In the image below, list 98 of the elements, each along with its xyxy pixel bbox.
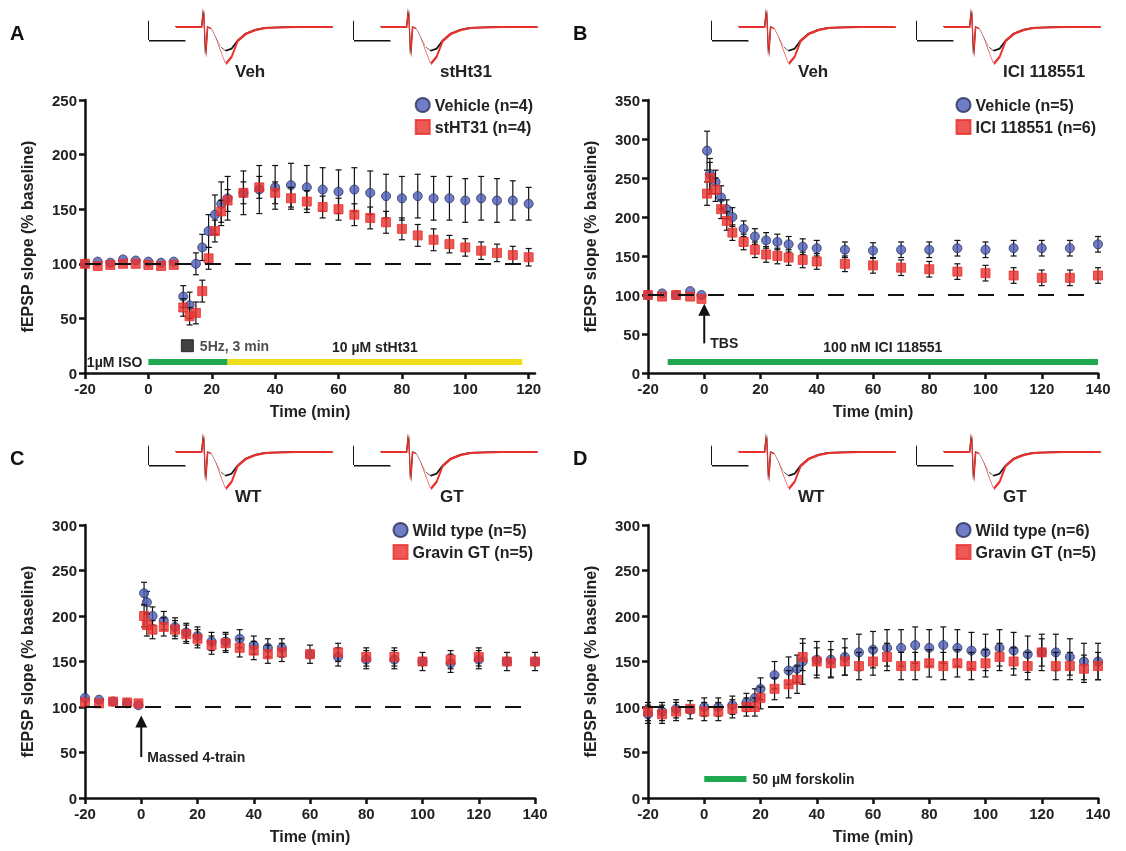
- y-tick-label: 200: [614, 208, 640, 226]
- legend-label: Vehicle (n=4): [434, 96, 533, 114]
- x-tick-label: 20: [203, 380, 221, 397]
- series-label: 10 µM stHt31: [332, 338, 419, 355]
- text: Veh: [235, 62, 266, 82]
- text: ICI 118551: [1003, 62, 1086, 82]
- x-tick-label: 0: [700, 380, 709, 397]
- x-tick-label: 20: [752, 805, 769, 822]
- y-tick-label: 50: [623, 744, 640, 761]
- series-label: 100 nM ICI 118551: [823, 338, 943, 355]
- series-label: 5Hz, 3 min: [199, 337, 270, 354]
- y-axis-title: fEPSP slope (% baseline): [581, 140, 599, 333]
- x-tick-label: 40: [808, 380, 826, 397]
- x-tick-label: 100: [452, 380, 478, 397]
- x-tick-label: 40: [266, 380, 284, 397]
- x-tick-label: 100: [972, 380, 999, 397]
- y-tick-label: 300: [51, 516, 77, 534]
- x-tick-label: 0: [700, 805, 709, 822]
- series-label: 50 µM forskolin: [752, 770, 855, 787]
- legend-label: stHT31 (n=4): [434, 118, 532, 136]
- x-tick-label: 40: [808, 805, 826, 822]
- legend-label: Gravin GT (n=5): [412, 543, 533, 561]
- x-tick-label: 0: [137, 805, 146, 822]
- x-axis-title: Time (min): [832, 827, 914, 845]
- x-tick-label: -20: [637, 380, 659, 397]
- y-axis-title: fEPSP slope (% baseline): [581, 565, 599, 758]
- y-tick-label: 150: [614, 247, 640, 265]
- y-tick-label: 250: [51, 91, 77, 109]
- legend-label: Vehicle (n=5): [975, 96, 1074, 114]
- y-tick-label: 0: [68, 789, 77, 807]
- x-tick-label: -20: [74, 380, 96, 397]
- chart-title: B: [573, 22, 588, 45]
- y-tick-label: 0: [68, 364, 77, 382]
- x-tick-label: 80: [920, 805, 938, 822]
- legend-label: ICI 118551 (n=6): [975, 118, 1096, 136]
- y-tick-label: 250: [614, 562, 640, 579]
- text: stHt31: [440, 62, 492, 82]
- text: Veh: [798, 62, 829, 82]
- chart-title: A: [10, 22, 25, 45]
- x-tick-label: 140: [1085, 805, 1111, 822]
- y-tick-label: 100: [51, 698, 77, 716]
- x-tick-label: 0: [144, 380, 153, 397]
- legend-label: Wild type (n=5): [412, 521, 527, 539]
- y-tick-label: 0: [631, 364, 640, 382]
- x-tick-label: -20: [637, 805, 659, 822]
- y-tick-label: 50: [60, 744, 77, 761]
- y-tick-label: 250: [51, 562, 77, 579]
- x-tick-label: 120: [516, 380, 542, 397]
- x-tick-label: 120: [1029, 805, 1055, 822]
- legend-label: Wild type (n=6): [975, 521, 1090, 539]
- x-tick-label: 40: [245, 805, 263, 822]
- x-axis-title: Time (min): [269, 827, 351, 845]
- y-tick-label: 100: [51, 255, 77, 273]
- x-axis-title: Time (min): [269, 402, 351, 420]
- x-tick-label: 140: [522, 805, 548, 822]
- chart-title: C: [10, 447, 25, 470]
- y-tick-label: 350: [614, 91, 640, 109]
- x-tick-label: 100: [409, 805, 436, 822]
- text: WT: [235, 487, 262, 507]
- y-tick-label: 50: [60, 309, 77, 327]
- x-axis-title: Time (min): [832, 402, 914, 420]
- x-tick-label: 60: [864, 805, 882, 822]
- y-tick-label: 150: [51, 200, 77, 218]
- x-tick-label: 80: [920, 380, 938, 397]
- y-axis-title: fEPSP slope (% baseline): [18, 565, 36, 758]
- x-tick-label: 60: [330, 380, 347, 397]
- y-tick-label: 0: [631, 789, 640, 807]
- y-tick-label: 50: [623, 325, 640, 343]
- x-tick-label: -20: [74, 805, 96, 822]
- y-tick-label: 300: [614, 516, 640, 534]
- chart-title: D: [573, 447, 588, 470]
- y-tick-label: 150: [614, 653, 640, 670]
- x-tick-label: 120: [1029, 380, 1055, 397]
- x-tick-label: 80: [393, 380, 411, 397]
- x-tick-label: 20: [189, 805, 206, 822]
- series-label: TBS: [710, 335, 739, 352]
- y-tick-label: 100: [614, 698, 640, 716]
- x-tick-label: 120: [466, 805, 492, 822]
- x-tick-label: 20: [752, 380, 769, 397]
- x-tick-label: 140: [1085, 380, 1111, 397]
- y-tick-label: 200: [614, 607, 640, 625]
- series-label: Massed 4-train: [147, 749, 246, 766]
- x-tick-label: 80: [357, 805, 375, 822]
- y-tick-label: 200: [51, 607, 77, 625]
- legend-label: Gravin GT (n=5): [975, 543, 1096, 561]
- y-tick-label: 150: [51, 653, 77, 670]
- x-tick-label: 60: [301, 805, 319, 822]
- text: GT: [1003, 487, 1027, 507]
- y-axis-title: fEPSP slope (% baseline): [18, 140, 36, 333]
- x-tick-label: 60: [864, 380, 882, 397]
- y-tick-label: 200: [51, 146, 77, 164]
- series-label: 1µM ISO: [86, 354, 143, 371]
- x-tick-label: 100: [972, 805, 999, 822]
- text: WT: [798, 487, 825, 507]
- y-tick-label: 100: [614, 286, 640, 304]
- y-tick-label: 250: [614, 169, 640, 187]
- text: GT: [440, 487, 464, 507]
- y-tick-label: 300: [614, 130, 640, 148]
